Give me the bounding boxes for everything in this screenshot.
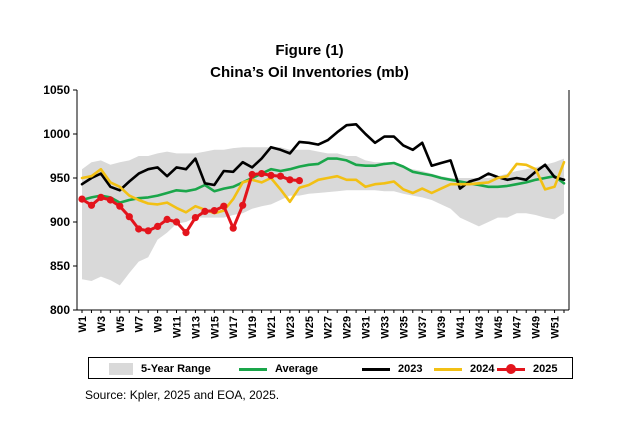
data-point <box>295 177 303 185</box>
x-tick-label: W25 <box>304 316 316 339</box>
data-point <box>201 207 209 215</box>
y-tick-label: 800 <box>50 303 70 317</box>
legend-swatch <box>239 367 267 371</box>
legend-swatch <box>109 363 133 375</box>
source-note: Source: Kpler, 2025 and EOA, 2025. <box>85 388 280 402</box>
x-tick-label: W41 <box>455 316 467 339</box>
series-layer <box>78 123 566 237</box>
data-point <box>125 213 133 221</box>
y-tick-label: 850 <box>50 259 70 273</box>
data-point <box>154 222 162 230</box>
y-tick-label: 1050 <box>43 83 70 97</box>
x-tick-label: W49 <box>531 316 543 339</box>
data-point <box>87 201 96 209</box>
x-tick-label: W27 <box>323 316 335 339</box>
legend-label: 2023 <box>398 363 423 375</box>
data-point <box>135 225 143 233</box>
legend-label: 5-Year Range <box>141 363 211 375</box>
x-tick-label: W15 <box>209 316 221 339</box>
legend-item-average: Average <box>239 361 318 377</box>
legend-marker <box>506 363 516 374</box>
x-tick-label: W19 <box>247 316 259 339</box>
y-tick-label: 900 <box>50 215 70 229</box>
data-point <box>172 218 181 226</box>
series-line-2024 <box>80 160 566 215</box>
data-point <box>229 224 237 232</box>
data-point <box>258 170 266 178</box>
data-point <box>144 227 152 235</box>
x-tick-label: W45 <box>493 316 505 339</box>
x-tick-label: W21 <box>266 316 278 339</box>
series-line-2023 <box>80 123 566 192</box>
x-tick-label: W31 <box>361 316 373 339</box>
x-tick-label: W11 <box>172 316 184 338</box>
legend-label: 2025 <box>533 363 558 375</box>
x-tick-label: W29 <box>342 316 354 339</box>
legend-label: Average <box>275 363 319 375</box>
data-point <box>276 172 285 180</box>
x-tick-label: W7 <box>134 316 146 333</box>
x-tick-label: W13 <box>190 316 202 339</box>
data-point <box>78 195 86 203</box>
legend-label: 2024 <box>470 363 495 375</box>
range-layer <box>82 147 564 286</box>
x-tick-label: W23 <box>285 316 297 339</box>
legend-item-y2024: 2024 <box>434 361 494 377</box>
data-point <box>97 193 105 201</box>
legend-item-y2023: 2023 <box>362 361 422 377</box>
data-point <box>267 171 275 179</box>
data-point <box>182 229 190 237</box>
y-tick-label: 1000 <box>43 127 70 141</box>
data-point <box>239 201 247 209</box>
x-tick-label: W17 <box>228 316 240 339</box>
x-tick-label: W39 <box>436 316 448 339</box>
x-tick-label: W5 <box>115 316 127 333</box>
x-tick-label: W47 <box>512 316 524 339</box>
line-chart: 800 850 900 950 1000 1050 W1 W3 W5 W7 W9 W11 W13 W15 W… <box>43 83 570 339</box>
data-point <box>248 170 256 179</box>
x-tick-label: W51 <box>550 316 562 339</box>
x-tick-label: W35 <box>398 316 410 339</box>
axis-layer: 800 850 900 950 1000 1050 W1 W3 W5 W7 W9 W11 W13 W15 W… <box>43 83 570 339</box>
range-band <box>82 147 564 286</box>
x-tick-label: W37 <box>417 316 429 339</box>
legend-item-range: 5-Year Range <box>109 361 211 377</box>
x-tick-label: W33 <box>379 316 391 339</box>
data-point <box>163 215 171 223</box>
legend-swatch <box>362 367 390 371</box>
legend-swatch <box>434 367 462 371</box>
y-tick-label: 950 <box>50 171 70 185</box>
data-point <box>106 196 114 204</box>
legend: 5-Year Range Average 2023 2024 2025 <box>88 357 573 379</box>
data-point <box>191 214 199 222</box>
legend-item-y2025: 2025 <box>497 361 557 377</box>
series-line-Average <box>80 157 566 204</box>
x-tick-label: W1 <box>77 316 89 333</box>
x-tick-label: W3 <box>96 316 108 333</box>
legend-swatch <box>497 363 525 374</box>
data-point <box>220 202 228 210</box>
data-point <box>116 202 124 210</box>
data-point <box>286 176 294 184</box>
figure-title: Figure (1) <box>275 42 344 59</box>
data-point <box>210 207 218 215</box>
x-tick-label: W9 <box>153 316 165 333</box>
chart-title: China’s Oil Inventories (mb) <box>210 64 409 81</box>
x-tick-label: W43 <box>474 316 486 339</box>
